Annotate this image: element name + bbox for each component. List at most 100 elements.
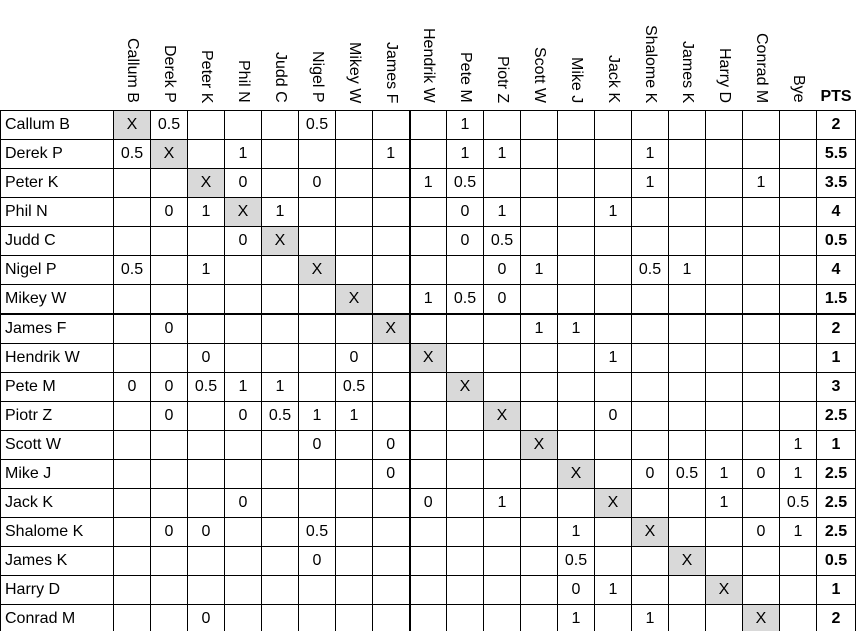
empty-cell	[372, 284, 410, 315]
empty-cell	[113, 430, 151, 460]
empty-cell	[224, 313, 262, 344]
empty-cell	[483, 343, 521, 373]
empty-cell	[779, 313, 817, 344]
empty-cell	[408, 430, 447, 460]
empty-cell	[594, 430, 632, 460]
empty-cell	[705, 168, 743, 198]
empty-cell	[261, 313, 299, 344]
score-cell: 1	[631, 604, 669, 631]
result-row: Shalome K 0 0 0.5 1 X 0 1 2.5	[0, 517, 856, 547]
column-header: Harry D	[705, 0, 743, 111]
empty-cell	[335, 604, 373, 631]
empty-cell	[520, 546, 558, 576]
column-label: Harry D	[716, 47, 733, 103]
empty-cell	[335, 197, 373, 227]
self-cell: X	[408, 343, 447, 373]
empty-cell	[261, 343, 299, 373]
empty-cell	[224, 110, 262, 140]
empty-cell	[631, 372, 669, 402]
score-cell: 0.5	[113, 255, 151, 285]
score-cell: 1	[557, 604, 595, 631]
empty-cell	[483, 459, 521, 489]
empty-cell	[446, 517, 484, 547]
score-cell: 0	[224, 488, 262, 518]
empty-cell	[187, 488, 225, 518]
empty-cell	[298, 197, 336, 227]
result-row: Conrad M 0 1 1 X 2	[0, 604, 856, 631]
empty-cell	[298, 459, 336, 489]
empty-cell	[520, 197, 558, 227]
empty-cell	[594, 226, 632, 256]
empty-cell	[668, 139, 706, 169]
empty-cell	[742, 488, 780, 518]
result-row: Derek P 0.5 X 1 1 1 1 1 5.5	[0, 139, 856, 169]
score-cell: 0	[446, 226, 484, 256]
empty-cell	[557, 372, 595, 402]
empty-cell	[372, 110, 410, 140]
empty-cell	[705, 110, 743, 140]
empty-cell	[113, 575, 151, 605]
empty-cell	[150, 459, 188, 489]
score-cell: 0	[742, 517, 780, 547]
column-header: Derek P	[150, 0, 188, 111]
column-header: Callum B	[113, 0, 151, 111]
empty-cell	[298, 488, 336, 518]
empty-cell	[594, 546, 632, 576]
points: 5.5	[816, 139, 856, 169]
empty-cell	[150, 255, 188, 285]
empty-cell	[483, 430, 521, 460]
score-cell: 0	[187, 604, 225, 631]
score-cell: 1	[779, 517, 817, 547]
empty-cell	[742, 343, 780, 373]
empty-cell	[742, 372, 780, 402]
empty-cell	[446, 604, 484, 631]
column-header: Piotr Z	[483, 0, 521, 111]
empty-cell	[705, 313, 743, 344]
empty-cell	[224, 517, 262, 547]
empty-cell	[372, 197, 410, 227]
empty-cell	[742, 401, 780, 431]
self-cell: X	[446, 372, 484, 402]
empty-cell	[261, 604, 299, 631]
result-row: Jack K 0 0 1 X 1 0.5 2.5	[0, 488, 856, 518]
score-cell: 1	[779, 459, 817, 489]
empty-cell	[631, 284, 669, 315]
empty-cell	[742, 197, 780, 227]
score-cell: 0	[150, 372, 188, 402]
score-cell: 1	[557, 517, 595, 547]
score-cell: 0	[224, 168, 262, 198]
empty-cell	[372, 488, 410, 518]
empty-cell	[113, 168, 151, 198]
result-row: Piotr Z 0 0 0.5 1 1 X 0 2.5	[0, 401, 856, 431]
empty-cell	[150, 546, 188, 576]
score-cell: 1	[298, 401, 336, 431]
score-cell: 1	[520, 313, 558, 344]
empty-cell	[594, 313, 632, 344]
score-cell: 0.5	[779, 488, 817, 518]
empty-cell	[779, 604, 817, 631]
empty-cell	[335, 575, 373, 605]
empty-cell	[335, 459, 373, 489]
empty-cell	[187, 226, 225, 256]
score-cell: 0.5	[631, 255, 669, 285]
player-name: Piotr Z	[0, 401, 114, 431]
empty-cell	[335, 430, 373, 460]
empty-cell	[779, 575, 817, 605]
column-header: Mike J	[557, 0, 595, 111]
empty-cell	[631, 226, 669, 256]
empty-cell	[520, 110, 558, 140]
empty-cell	[483, 372, 521, 402]
empty-cell	[668, 372, 706, 402]
player-name: Scott W	[0, 430, 114, 460]
empty-cell	[224, 604, 262, 631]
empty-cell	[372, 255, 410, 285]
player-name: Shalome K	[0, 517, 114, 547]
column-label: Peter K	[198, 49, 215, 103]
score-cell: 0.5	[335, 372, 373, 402]
column-header: Peter K	[187, 0, 225, 111]
empty-cell	[372, 401, 410, 431]
empty-cell	[520, 139, 558, 169]
empty-cell	[557, 168, 595, 198]
self-cell: X	[483, 401, 521, 431]
empty-cell	[668, 226, 706, 256]
